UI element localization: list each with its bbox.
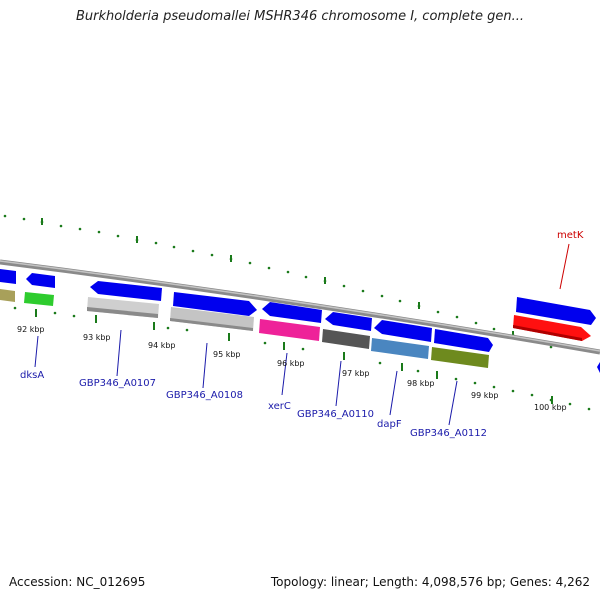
gene-label-GBP346-A0108[interactable]: GBP346_A0108: [166, 390, 243, 401]
label-leaders: [34, 329, 458, 426]
gene-arrow-right-fragment[interactable]: [597, 362, 600, 373]
gene-label-dapF[interactable]: dapF: [377, 419, 402, 430]
scale-labels: 92 kbp 93 kbp 94 kbp 95 kbp 96 kbp 97 kb…: [17, 325, 567, 412]
gene-box-xerC[interactable]: [259, 319, 320, 341]
label-leader-metK: [559, 243, 570, 290]
tick-label: 95 kbp: [213, 350, 241, 359]
gene-arrow-metK[interactable]: [516, 297, 596, 325]
gene-arrow-GBP346-A0110[interactable]: [325, 312, 372, 331]
gene-label-xerC[interactable]: xerC: [268, 401, 291, 412]
gene-box-dapF[interactable]: [371, 338, 429, 359]
topology-summary: Topology: linear; Length: 4,098,576 bp; …: [270, 575, 590, 589]
accession-label: Accession: NC_012695: [9, 575, 146, 589]
gene-arrow-left-fragment[interactable]: [0, 269, 16, 284]
gene-box-GBP346-A0108[interactable]: [170, 307, 254, 331]
gene-labels: dksA GBP346_A0107 GBP346_A0108 xerC GBP3…: [20, 230, 584, 439]
gene-box-metK[interactable]: [513, 315, 591, 341]
gene-label-GBP346-A0107[interactable]: GBP346_A0107: [79, 378, 156, 389]
sequence-backbone: [0, 259, 600, 355]
tick-label: 98 kbp: [407, 379, 435, 388]
gene-label-metK[interactable]: metK: [557, 230, 584, 241]
tick-label: 92 kbp: [17, 325, 45, 334]
tick-label: 94 kbp: [148, 341, 176, 350]
gene-arrow-dapF[interactable]: [374, 320, 432, 342]
gene-arrow-GBP346-A0108[interactable]: [173, 292, 257, 316]
tick-label: 93 kbp: [83, 333, 111, 342]
map-title: Burkholderia pseudomallei MSHR346 chromo…: [75, 9, 525, 24]
gene-box-dksA[interactable]: [24, 292, 54, 306]
gene-label-dksA[interactable]: dksA: [20, 370, 44, 381]
gene-label-GBP346-A0112[interactable]: GBP346_A0112: [410, 428, 487, 439]
inner-tick-marks: [35, 309, 553, 404]
gene-arrow-GBP346-A0112[interactable]: [434, 329, 493, 352]
gene-arrow-GBP346-A0107[interactable]: [90, 281, 162, 301]
gene-box-GBP346-A0112[interactable]: [431, 347, 489, 368]
gene-box-GBP346-A0110[interactable]: [322, 329, 370, 349]
tick-label: 96 kbp: [277, 359, 305, 368]
gene-box-left-fragment[interactable]: [0, 289, 15, 302]
tick-label: 100 kbp: [534, 403, 567, 412]
gene-label-GBP346-A0110[interactable]: GBP346_A0110: [297, 409, 374, 420]
tick-label: 99 kbp: [471, 391, 499, 400]
gene-arrow-xerC[interactable]: [262, 302, 322, 323]
gene-features: [0, 269, 600, 373]
tick-label: 97 kbp: [342, 369, 370, 378]
gene-arrow-dksA[interactable]: [26, 273, 55, 288]
